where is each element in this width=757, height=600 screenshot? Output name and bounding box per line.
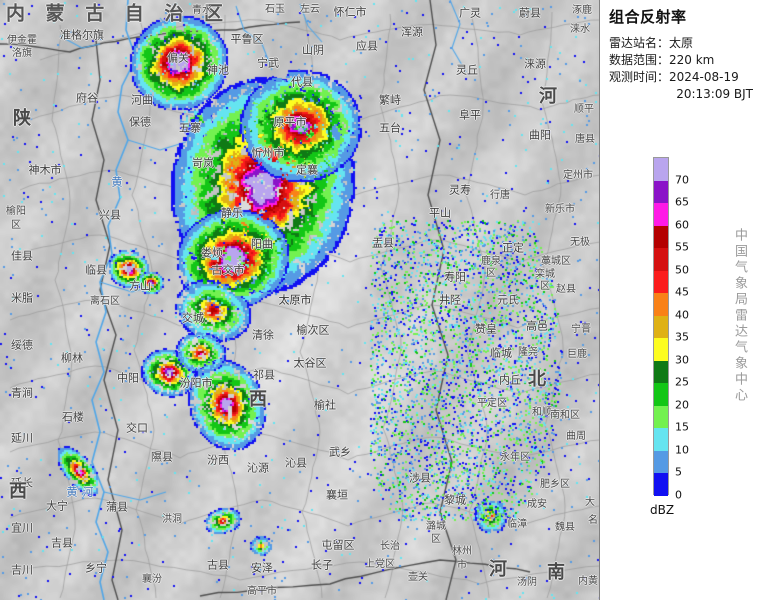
colorbar-tick: 25 — [675, 375, 689, 389]
colorbar-segment — [654, 428, 668, 451]
station-label: 雷达站名： — [609, 36, 670, 50]
colorbar-tick: 15 — [675, 420, 689, 434]
colorbar-segment — [654, 405, 668, 429]
colorbar-unit-label: dBZ — [650, 503, 675, 517]
reflectivity-colorbar — [653, 157, 669, 496]
info-row-range: 数据范围：220 km — [609, 52, 755, 69]
colorbar-segment — [654, 360, 668, 384]
product-info-block: 组合反射率 雷达站名：太原 数据范围：220 km 观测时间：2024-08-1… — [609, 6, 755, 103]
info-row-station: 雷达站名：太原 — [609, 35, 755, 52]
info-row-obstime: 观测时间：2024-08-19 — [609, 69, 755, 86]
range-label: 数据范围： — [609, 53, 670, 67]
product-title: 组合反射率 — [609, 8, 687, 26]
colorbar-tick: 50 — [675, 263, 689, 277]
colorbar-tick: 30 — [675, 353, 689, 367]
colorbar-segment — [654, 248, 668, 271]
colorbar-segment — [654, 203, 668, 226]
colorbar-tick: 65 — [675, 195, 689, 209]
obstime-label: 观测时间： — [609, 70, 670, 84]
colorbar-segment — [654, 338, 668, 361]
colorbar-segment — [654, 225, 668, 249]
colorbar-tick: 60 — [675, 218, 689, 232]
radar-map-canvas[interactable] — [0, 0, 599, 600]
colorbar-segment — [654, 450, 668, 474]
info-side-panel: 组合反射率 雷达站名：太原 数据范围：220 km 观测时间：2024-08-1… — [601, 0, 757, 600]
colorbar-tick: 35 — [675, 330, 689, 344]
colorbar-tick: 5 — [675, 465, 682, 479]
colorbar-segment — [654, 383, 668, 406]
colorbar-tick: 55 — [675, 240, 689, 254]
colorbar-tick: 40 — [675, 308, 689, 322]
radar-map-panel[interactable]: 内 蒙 古 自 治 区青水 石玉 左云 怀仁市 广灵 蔚县 涿鹿 伊金霍 洛旗 准格尔旗 平鲁区 山阴… — [0, 0, 600, 600]
colorbar-tick: 20 — [675, 398, 689, 412]
colorbar-tick: 10 — [675, 443, 689, 457]
colorbar-segment — [654, 315, 668, 339]
station-value: 太原 — [669, 36, 694, 50]
colorbar-tick: 0 — [675, 488, 682, 502]
colorbar-tick: 70 — [675, 173, 689, 187]
colorbar-segment — [654, 180, 668, 204]
colorbar-segment — [654, 473, 668, 496]
colorbar-tick-labels: 70 65 60 55 50 45 40 35 30 25 20 15 10 5 0 — [675, 157, 715, 501]
range-value: 220 km — [669, 53, 715, 67]
obstime-clock: 20:13:09 BJT — [676, 87, 753, 101]
obstime-date: 2024-08-19 — [669, 70, 739, 84]
colorbar-segment — [654, 293, 668, 316]
colorbar-segment — [654, 158, 668, 181]
colorbar-segment — [654, 270, 668, 294]
colorbar-tick: 45 — [675, 285, 689, 299]
agency-credit-vertical: 中国气象局雷达气象中心 — [732, 228, 747, 404]
